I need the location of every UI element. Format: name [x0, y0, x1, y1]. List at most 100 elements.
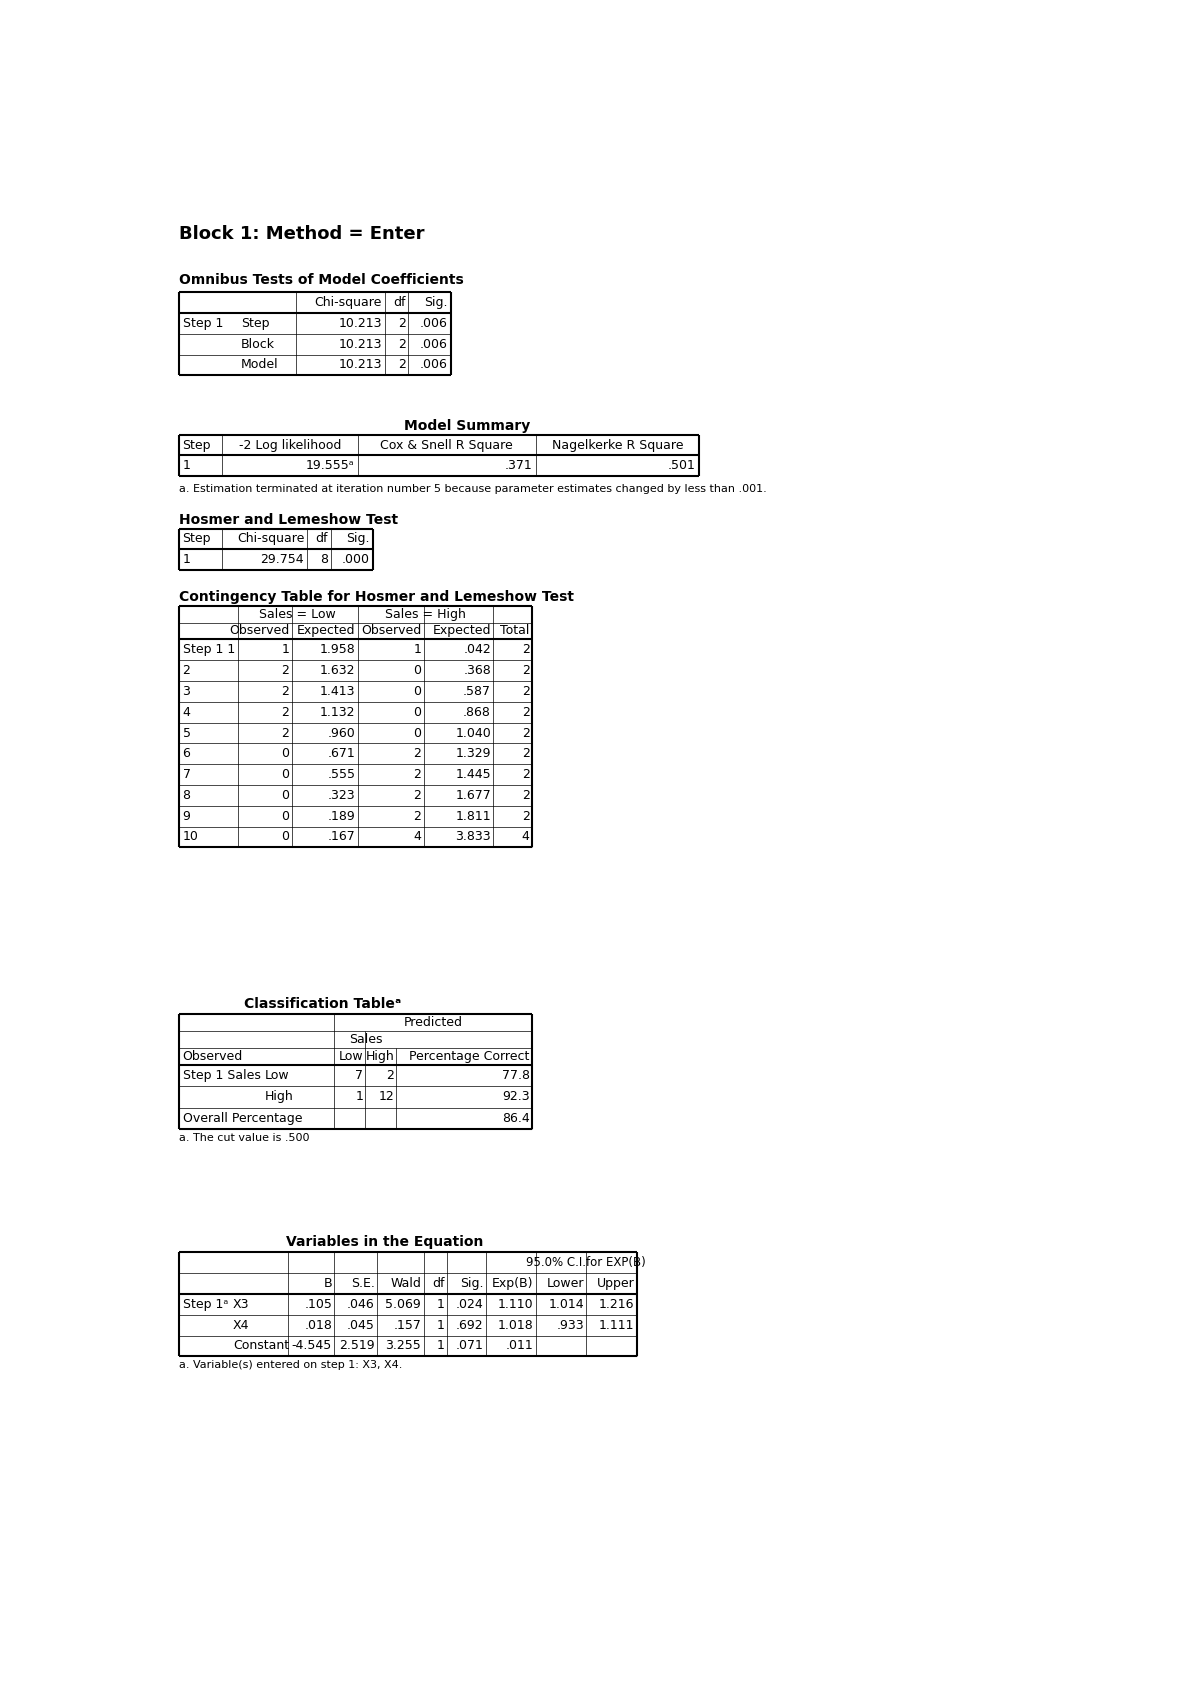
Text: Contingency Table for Hosmer and Lemeshow Test: Contingency Table for Hosmer and Lemesho…: [180, 591, 575, 604]
Text: 1: 1: [182, 553, 191, 567]
Text: 2: 2: [522, 664, 529, 677]
Text: Sales = Low: Sales = Low: [259, 608, 336, 621]
Text: Step: Step: [241, 317, 269, 329]
Text: .045: .045: [347, 1319, 374, 1332]
Text: 2: 2: [522, 686, 529, 697]
Text: 0: 0: [413, 706, 421, 720]
Text: Model: Model: [241, 358, 278, 372]
Text: Block: Block: [241, 338, 275, 351]
Text: -2 Log likelihood: -2 Log likelihood: [239, 438, 341, 451]
Text: Observed: Observed: [182, 1049, 242, 1062]
Text: 2: 2: [522, 789, 529, 803]
Text: 5: 5: [182, 726, 191, 740]
Text: Low: Low: [265, 1069, 289, 1081]
Text: df: df: [316, 533, 329, 545]
Text: a. Variable(s) entered on step 1: X3, X4.: a. Variable(s) entered on step 1: X3, X4…: [180, 1361, 403, 1369]
Text: 1: 1: [413, 643, 421, 657]
Text: 2: 2: [413, 769, 421, 781]
Text: Sig.: Sig.: [424, 295, 448, 309]
Text: .011: .011: [506, 1339, 534, 1353]
Text: 1.110: 1.110: [498, 1298, 534, 1310]
Text: X4: X4: [233, 1319, 250, 1332]
Text: Model Summary: Model Summary: [404, 419, 530, 433]
Text: 86.4: 86.4: [502, 1112, 529, 1125]
Text: .006: .006: [420, 358, 448, 372]
Text: 2: 2: [522, 706, 529, 720]
Text: .671: .671: [328, 747, 355, 760]
Text: 2: 2: [413, 747, 421, 760]
Text: High: High: [365, 1049, 394, 1062]
Text: Expected: Expected: [296, 624, 355, 638]
Text: Observed: Observed: [229, 624, 289, 638]
Text: 2: 2: [282, 664, 289, 677]
Text: Step 1ᵃ: Step 1ᵃ: [182, 1298, 228, 1310]
Text: 1: 1: [355, 1091, 364, 1103]
Text: Step: Step: [182, 533, 211, 545]
Text: 1.632: 1.632: [320, 664, 355, 677]
Text: .042: .042: [463, 643, 491, 657]
Text: .587: .587: [463, 686, 491, 697]
Text: Step 1 1: Step 1 1: [182, 643, 235, 657]
Text: Sig.: Sig.: [460, 1278, 484, 1290]
Text: 2: 2: [522, 809, 529, 823]
Text: Sales = High: Sales = High: [385, 608, 466, 621]
Text: 8: 8: [320, 553, 329, 567]
Text: 10.213: 10.213: [338, 317, 382, 329]
Text: 2: 2: [398, 317, 406, 329]
Text: Observed: Observed: [361, 624, 421, 638]
Text: 0: 0: [413, 726, 421, 740]
Text: 1: 1: [182, 460, 191, 472]
Text: 1: 1: [437, 1298, 444, 1310]
Text: 1.329: 1.329: [456, 747, 491, 760]
Text: 4: 4: [522, 830, 529, 843]
Text: Lower: Lower: [546, 1278, 584, 1290]
Text: Low: Low: [338, 1049, 364, 1062]
Text: High: High: [265, 1091, 294, 1103]
Text: 10.213: 10.213: [338, 358, 382, 372]
Text: .692: .692: [456, 1319, 484, 1332]
Text: a. The cut value is .500: a. The cut value is .500: [180, 1134, 310, 1144]
Text: 1.216: 1.216: [599, 1298, 635, 1310]
Text: 10.213: 10.213: [338, 338, 382, 351]
Text: .933: .933: [557, 1319, 584, 1332]
Text: 1: 1: [437, 1319, 444, 1332]
Text: Sales: Sales: [349, 1032, 382, 1045]
Text: 0: 0: [413, 686, 421, 697]
Text: 7: 7: [355, 1069, 364, 1081]
Text: Upper: Upper: [596, 1278, 635, 1290]
Text: .868: .868: [463, 706, 491, 720]
Text: X3: X3: [233, 1298, 250, 1310]
Text: 2: 2: [522, 643, 529, 657]
Text: 4: 4: [182, 706, 191, 720]
Text: Variables in the Equation: Variables in the Equation: [286, 1235, 484, 1249]
Text: .167: .167: [328, 830, 355, 843]
Text: 9: 9: [182, 809, 191, 823]
Text: .323: .323: [328, 789, 355, 803]
Text: 2: 2: [282, 726, 289, 740]
Text: .501: .501: [667, 460, 696, 472]
Text: Block 1: Method = Enter: Block 1: Method = Enter: [180, 226, 425, 243]
Text: .157: .157: [394, 1319, 421, 1332]
Text: Step 1 Sales: Step 1 Sales: [182, 1069, 260, 1081]
Text: 1.040: 1.040: [455, 726, 491, 740]
Text: 29.754: 29.754: [260, 553, 305, 567]
Text: 0: 0: [282, 769, 289, 781]
Text: 2: 2: [282, 686, 289, 697]
Text: Predicted: Predicted: [403, 1015, 463, 1028]
Text: 2: 2: [282, 706, 289, 720]
Text: 7: 7: [182, 769, 191, 781]
Text: Total: Total: [500, 624, 529, 638]
Text: 1: 1: [437, 1339, 444, 1353]
Text: 2: 2: [522, 747, 529, 760]
Text: 6: 6: [182, 747, 191, 760]
Text: .371: .371: [505, 460, 533, 472]
Text: .024: .024: [456, 1298, 484, 1310]
Text: 0: 0: [282, 789, 289, 803]
Text: 10: 10: [182, 830, 198, 843]
Text: 1.132: 1.132: [320, 706, 355, 720]
Text: df: df: [432, 1278, 444, 1290]
Text: 1: 1: [282, 643, 289, 657]
Text: Cox & Snell R Square: Cox & Snell R Square: [380, 438, 514, 451]
Text: 2: 2: [413, 809, 421, 823]
Text: .046: .046: [347, 1298, 374, 1310]
